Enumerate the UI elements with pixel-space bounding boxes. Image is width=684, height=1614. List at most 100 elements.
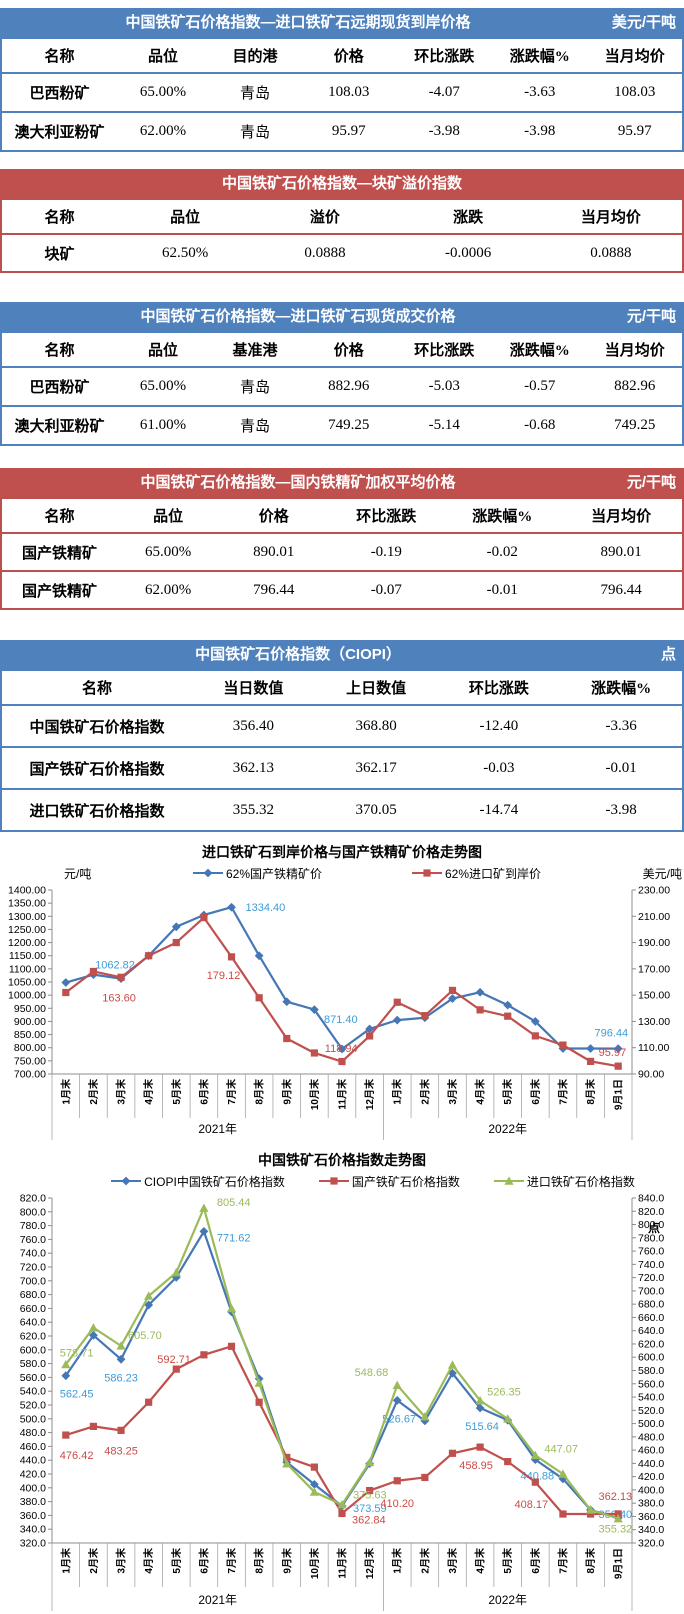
price-table: 中国铁矿石价格指数—块矿溢价指数 名称 品位 溢价 涨跌 当月均价 块矿 62.50% 0.08… — [0, 169, 684, 273]
table-row: 巴西粉矿 65.00% 青岛 882.96 -5.03 -0.57 882.96 — [1, 367, 683, 406]
square-data-marker-icon — [255, 994, 263, 1002]
x-axis-year-label: 2021年 — [198, 1593, 237, 1607]
table-cell: 青岛 — [240, 380, 271, 396]
left-axis-tick-label: 440.0 — [20, 1455, 46, 1467]
data-point-label: 373.59 — [353, 1503, 387, 1515]
square-data-marker-icon — [366, 1032, 374, 1040]
triangle-data-marker-icon — [116, 1341, 126, 1350]
data-point-label: 362.13 — [599, 1491, 633, 1503]
right-axis-tick-label: 680.0 — [638, 1299, 664, 1311]
square-data-marker-icon — [172, 1365, 180, 1373]
right-axis-tick-label: 740.0 — [638, 1259, 664, 1271]
x-axis-month-label: 4月末 — [142, 1547, 155, 1574]
left-axis-tick-label: 360.0 — [20, 1510, 46, 1522]
square-data-marker-icon — [62, 988, 70, 997]
table-title: 中国铁矿石价格指数—进口铁矿石远期现货到岸价格 — [125, 14, 471, 31]
series-line — [65, 906, 619, 1051]
square-data-marker-icon — [283, 1034, 291, 1043]
square-data-marker-icon — [393, 998, 401, 1006]
triangle-data-marker-icon — [171, 1267, 181, 1277]
x-axis-month-label: 6月末 — [197, 1547, 210, 1574]
table-cell: 巴西粉矿 — [29, 86, 90, 102]
table-cell: 95.97 — [331, 123, 366, 139]
x-axis-month-label: 1月末 — [391, 1547, 404, 1574]
right-axis-tick-label: 360.0 — [638, 1511, 664, 1523]
x-axis-month-label: 8月末 — [253, 1547, 266, 1574]
right-axis-tick-label: 760.0 — [638, 1246, 664, 1258]
left-axis-tick-label: 540.0 — [20, 1386, 46, 1398]
column-header: 目的港 — [209, 38, 302, 73]
data-table: 名称 品位 基准港 价格 环比涨跌 涨跌幅% 当月均价 巴西粉矿 65.00% 青岛 882.96 -… — [0, 331, 684, 446]
column-header: 名称 — [1, 498, 117, 533]
diamond-data-marker-icon — [254, 951, 264, 961]
table-cell: 796.44 — [253, 581, 295, 598]
table-cell: 62.00% — [139, 123, 187, 139]
data-point-label: 562.45 — [60, 1389, 94, 1401]
left-axis-tick-label: 640.0 — [20, 1317, 46, 1329]
table-cell: 0.0888 — [304, 244, 346, 261]
square-data-marker-icon — [227, 1342, 236, 1350]
column-header: 涨跌 — [396, 199, 540, 234]
column-header: 价格 — [301, 38, 397, 73]
square-data-marker-icon — [310, 1463, 318, 1471]
data-point-label: 515.64 — [465, 1421, 499, 1433]
square-data-marker-icon — [89, 967, 98, 976]
triangle-data-marker-icon — [144, 1291, 154, 1300]
square-data-marker-icon — [62, 1431, 70, 1439]
right-axis-tick-label: 130.00 — [638, 1016, 670, 1028]
right-axis-tick-label: 700.0 — [638, 1285, 664, 1297]
chart-title: 进口铁矿石到岸价格与国产铁精矿价格走势图 — [202, 844, 482, 860]
column-header: 品位 — [116, 332, 209, 367]
price-table: 中国铁矿石价格指数—进口铁矿石远期现货到岸价格 美元/干吨 名称 品位 目的港 价格 环比涨… — [0, 8, 684, 152]
chart-axis-row: 元/吨 62%国产铁精矿价 62%进口矿到岸价 美元/吨 — [0, 864, 684, 882]
x-axis-month-label: 8月末 — [584, 1547, 597, 1574]
data-point-label: 805.44 — [217, 1197, 251, 1209]
x-axis-month-label: 6月末 — [197, 1078, 210, 1105]
right-axis-tick-label: 640.0 — [638, 1325, 664, 1337]
triangle-data-marker-icon — [420, 1412, 430, 1421]
right-axis-tick-label: 520.0 — [638, 1405, 664, 1417]
table-cell: 362.13 — [232, 759, 274, 776]
right-axis-tick-label: 800.0 — [638, 1219, 664, 1231]
diamond-data-marker-icon — [309, 1005, 319, 1014]
square-data-marker-icon — [586, 1510, 595, 1518]
triangle-data-marker-icon — [447, 1360, 458, 1369]
data-point-label: 163.60 — [102, 992, 136, 1004]
left-axis-tick-label: 400.0 — [20, 1482, 46, 1494]
table-cell: 国产铁精矿 — [21, 583, 97, 600]
table-row: 国产铁精矿 65.00% 890.01 -0.19 -0.02 890.01 — [1, 533, 683, 571]
column-header-row: 名称 当日数值 上日数值 环比涨跌 涨跌幅% — [1, 670, 683, 705]
table-cell: -0.0006 — [445, 244, 492, 261]
table-cell: 65.00% — [139, 84, 187, 100]
table-cell: -0.68 — [524, 417, 556, 433]
legend-item: 62%进口矿到岸价 — [412, 865, 541, 882]
table-cell: -0.02 — [486, 543, 518, 560]
right-axis-tick-label: 150.00 — [638, 990, 670, 1002]
triangle-data-marker-icon — [558, 1469, 568, 1478]
left-axis-unit-label: 元/吨 — [64, 866, 92, 881]
diamond-data-marker-icon — [448, 994, 457, 1003]
column-header-row: 名称 品位 目的港 价格 环比涨跌 涨跌幅% 当月均价 — [1, 38, 683, 73]
diamond-data-marker-icon — [171, 922, 181, 932]
legend-item: 62%国产铁精矿价 — [192, 865, 322, 882]
table-cell: 65.00% — [139, 378, 187, 394]
table-cell: 澳大利亚粉矿 — [14, 419, 105, 435]
left-axis-tick-label: 1350.00 — [8, 898, 46, 910]
table-row: 块矿 62.50% 0.0888 -0.0006 0.0888 — [1, 234, 683, 272]
x-axis-year-label: 2022年 — [488, 1122, 527, 1136]
left-axis-tick-label: 1300.00 — [8, 911, 46, 923]
square-data-marker-icon — [145, 1398, 153, 1406]
right-axis-tick-label: 460.0 — [638, 1445, 664, 1457]
data-table: 名称 品位 溢价 涨跌 当月均价 块矿 62.50% 0.0888 -0.0006 0.0888 — [0, 198, 684, 273]
square-data-marker-icon — [117, 1426, 125, 1434]
triangle-data-marker-icon — [475, 1396, 485, 1405]
column-header: 当月均价 — [587, 38, 683, 73]
left-axis-tick-label: 1050.00 — [8, 977, 46, 989]
square-data-marker-icon — [145, 952, 153, 960]
data-point-label: 578.71 — [60, 1347, 94, 1359]
table-cell: 108.03 — [614, 84, 656, 100]
x-axis-month-label: 3月末 — [115, 1078, 128, 1105]
x-axis-month-label: 7月末 — [556, 1078, 569, 1105]
table-row: 中国铁矿石价格指数 356.40 368.80 -12.40 -3.36 — [1, 705, 683, 747]
square-data-marker-icon — [531, 1032, 539, 1040]
